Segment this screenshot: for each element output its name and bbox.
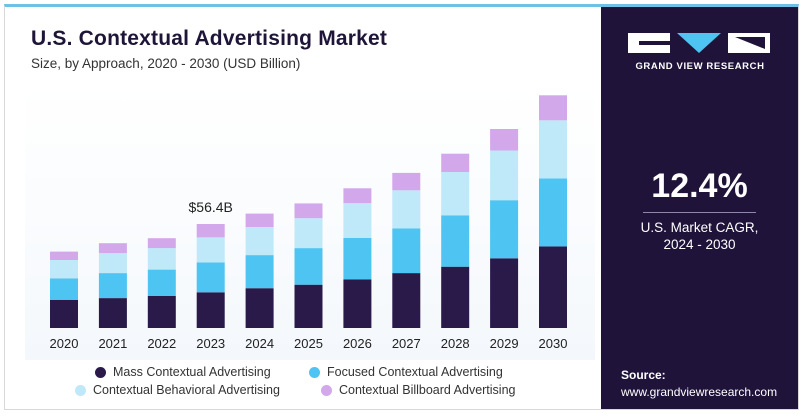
legend-swatch bbox=[309, 366, 320, 378]
cagr-label-line2: 2024 - 2030 bbox=[663, 237, 736, 252]
bar-segment-2021-2 bbox=[98, 273, 127, 299]
bar-segment-2022-4 bbox=[147, 238, 176, 249]
bar-segment-2030-3 bbox=[539, 120, 567, 179]
infographic-frame: U.S. Contextual Advertising Market Size,… bbox=[4, 4, 799, 410]
brand-name: GRAND VIEW RESEARCH bbox=[635, 61, 765, 72]
cagr-value: 12.4% bbox=[651, 167, 748, 205]
cagr-label: U.S. Market CAGR, 2024 - 2030 bbox=[601, 219, 798, 253]
bar-segment-2022-2 bbox=[147, 269, 176, 296]
bar-segment-2026-4 bbox=[343, 188, 372, 204]
legend-item: Contextual Behavioral Advertising bbox=[75, 383, 280, 397]
bar-segment-2030-1 bbox=[539, 246, 567, 328]
bar-segment-2028-3 bbox=[441, 172, 470, 216]
bar-segment-2022-3 bbox=[147, 248, 176, 270]
bar-segment-2029-4 bbox=[490, 129, 519, 151]
bar-segment-2027-2 bbox=[392, 228, 421, 274]
bar-segment-2020-1 bbox=[50, 299, 78, 328]
bar-segment-2024-2 bbox=[245, 255, 274, 289]
x-tick-label: 2022 bbox=[147, 336, 176, 351]
bar-segment-2029-2 bbox=[490, 200, 519, 259]
legend-swatch bbox=[95, 366, 106, 378]
bar-segment-2028-2 bbox=[441, 215, 470, 267]
bar-segment-2024-3 bbox=[245, 226, 274, 256]
bar-segment-2027-3 bbox=[392, 190, 421, 229]
bar-segment-2025-2 bbox=[294, 248, 323, 285]
legend-item: Contextual Billboard Advertising bbox=[321, 383, 516, 397]
x-tick-label: 2023 bbox=[196, 336, 225, 351]
bar-segment-2026-1 bbox=[343, 279, 372, 328]
legend-label: Contextual Behavioral Advertising bbox=[93, 383, 280, 397]
x-tick-label: 2025 bbox=[294, 336, 323, 351]
x-tick-label: 2027 bbox=[392, 336, 421, 351]
legend-item: Mass Contextual Advertising bbox=[95, 365, 271, 379]
logo-mark-icon bbox=[628, 33, 770, 53]
bar-segment-2029-1 bbox=[490, 258, 519, 328]
bar-segment-2020-4 bbox=[50, 251, 78, 260]
bar-segment-2021-3 bbox=[98, 253, 127, 274]
bar-segment-2024-1 bbox=[245, 288, 274, 328]
bar-segment-2023-3 bbox=[196, 237, 225, 263]
chart-subtitle: Size, by Approach, 2020 - 2030 (USD Bill… bbox=[31, 56, 301, 71]
chart-legend: Mass Contextual Advertising Focused Conte… bbox=[75, 361, 595, 405]
legend-label: Mass Contextual Advertising bbox=[113, 365, 271, 379]
x-tick-label: 2028 bbox=[441, 336, 470, 351]
legend-label: Contextual Billboard Advertising bbox=[339, 383, 516, 397]
x-tick-label: 2029 bbox=[490, 336, 519, 351]
legend-swatch bbox=[321, 384, 332, 396]
bar-segment-2020-3 bbox=[50, 260, 78, 279]
bar-segment-2023-1 bbox=[196, 292, 225, 328]
brand-logo: GRAND VIEW RESEARCH bbox=[625, 27, 775, 77]
bar-segment-2028-1 bbox=[441, 266, 470, 328]
sidebar-panel: GRAND VIEW RESEARCH 12.4% U.S. Market CA… bbox=[601, 7, 798, 409]
bar-segment-2020-2 bbox=[50, 278, 78, 300]
bar-segment-2027-4 bbox=[392, 172, 421, 191]
source-link[interactable]: www.grandviewresearch.com bbox=[621, 385, 778, 399]
bar-segment-2023-2 bbox=[196, 262, 225, 293]
bar-segment-2030-4 bbox=[539, 95, 567, 121]
x-tick-label: 2030 bbox=[539, 336, 568, 351]
source-label: Source: bbox=[621, 368, 666, 382]
bar-segment-2021-1 bbox=[98, 298, 127, 328]
x-tick-label: 2024 bbox=[245, 336, 274, 351]
bar-segment-2030-2 bbox=[539, 178, 567, 247]
legend-item: Focused Contextual Advertising bbox=[309, 365, 503, 379]
bar-segment-2026-2 bbox=[343, 238, 372, 280]
bar-segment-2022-1 bbox=[147, 296, 176, 328]
bar-segment-2025-1 bbox=[294, 284, 323, 328]
bar-segment-2024-4 bbox=[245, 213, 274, 227]
stacked-bar-chart: 2020 2021 2022 2023 2024 2025 2026 2027 2028 2029… bbox=[50, 95, 568, 351]
legend-label: Focused Contextual Advertising bbox=[327, 365, 503, 379]
bar-segment-2025-3 bbox=[294, 218, 323, 249]
bar-segment-2026-3 bbox=[343, 203, 372, 238]
cagr-divider bbox=[643, 212, 756, 213]
x-tick-label: 2026 bbox=[343, 336, 372, 351]
bar-segment-2028-4 bbox=[441, 153, 470, 172]
bar-segment-2023-4 bbox=[196, 224, 225, 238]
bar-segment-2025-4 bbox=[294, 203, 323, 219]
legend-swatch bbox=[75, 384, 86, 396]
x-tick-label: 2021 bbox=[98, 336, 127, 351]
chart-title: U.S. Contextual Advertising Market bbox=[31, 27, 388, 50]
bar-segment-2027-1 bbox=[392, 273, 421, 328]
cagr-label-line1: U.S. Market CAGR, bbox=[640, 220, 759, 235]
bar-segment-2021-4 bbox=[98, 243, 127, 254]
x-tick-label: 2020 bbox=[50, 336, 79, 351]
bar-segment-2029-3 bbox=[490, 150, 519, 201]
total-annotation: $56.4B bbox=[189, 199, 233, 215]
